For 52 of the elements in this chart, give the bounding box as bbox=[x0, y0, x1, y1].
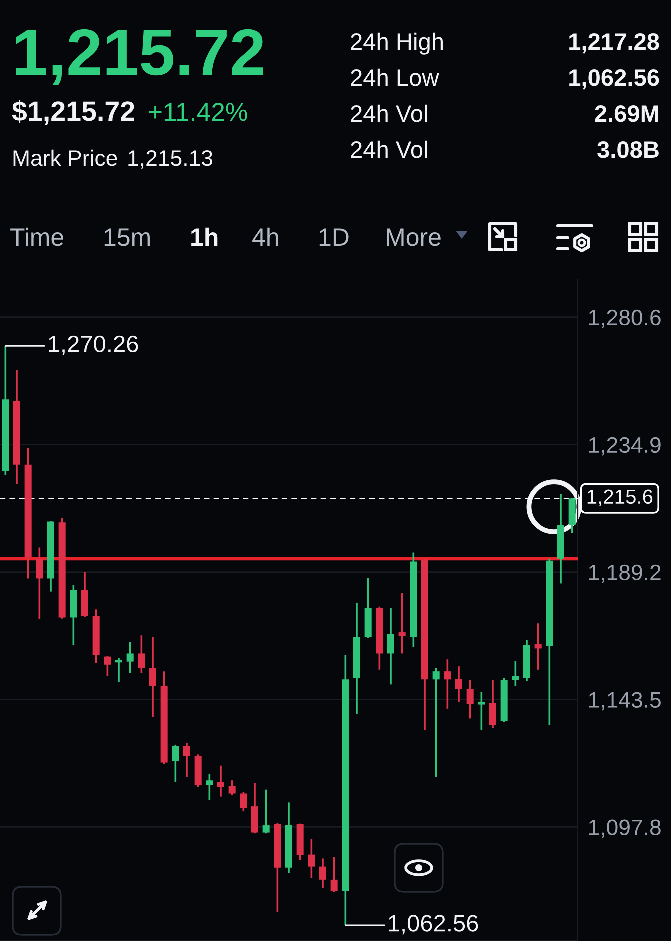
candlestick bbox=[308, 838, 316, 880]
candlestick bbox=[534, 622, 542, 671]
text: 24h Vol bbox=[351, 104, 428, 122]
text: 4h bbox=[252, 228, 278, 246]
candlestick bbox=[240, 791, 248, 812]
text: Mark Price bbox=[14, 150, 118, 166]
text: 24h High bbox=[351, 32, 443, 55]
text: 1,062.56 bbox=[570, 70, 660, 90]
candlestick bbox=[478, 691, 486, 732]
candlestick bbox=[466, 679, 474, 720]
text: More bbox=[387, 228, 441, 246]
y-tick-label: 1,234.9 bbox=[589, 437, 661, 456]
candlestick bbox=[217, 764, 225, 798]
annotation: 1,270.26 bbox=[49, 336, 138, 356]
candlestick bbox=[36, 546, 44, 620]
text: 24h Low bbox=[351, 68, 440, 86]
candlestick bbox=[432, 667, 440, 778]
text: 3.08B bbox=[598, 142, 659, 158]
candlestick bbox=[489, 679, 497, 730]
candlestick bbox=[319, 858, 327, 889]
candlestick bbox=[126, 641, 134, 674]
candlestick bbox=[228, 780, 236, 796]
ref-line-label: 1,215.6 bbox=[588, 490, 653, 506]
candlestick bbox=[104, 655, 112, 678]
text: 2.69M bbox=[595, 106, 658, 122]
text: 24h Vol bbox=[351, 140, 428, 158]
y-tick-label: 1,189.2 bbox=[589, 564, 661, 584]
text: 1,217.28 bbox=[570, 34, 660, 54]
y-tick-label: 1,280.6 bbox=[589, 310, 661, 328]
text: +11.42% bbox=[149, 103, 248, 122]
candlestick bbox=[387, 607, 395, 686]
annotation: 1,062.56 bbox=[389, 915, 478, 935]
candlestick bbox=[398, 592, 406, 655]
candlestick bbox=[206, 773, 214, 802]
text: $1,215.72 bbox=[12, 100, 134, 126]
candlestick bbox=[262, 788, 270, 835]
candlestick bbox=[444, 658, 452, 710]
text: 1D bbox=[320, 228, 349, 246]
text: 15m bbox=[104, 228, 150, 246]
y-tick-label: 1,143.5 bbox=[589, 692, 661, 711]
y-tick-label: 1,097.8 bbox=[589, 820, 661, 838]
candlestick bbox=[115, 658, 123, 684]
candlestick bbox=[455, 666, 463, 704]
candlestick bbox=[330, 856, 338, 894]
candlestick bbox=[149, 636, 157, 718]
candlestick bbox=[183, 742, 191, 778]
candlestick bbox=[172, 744, 180, 784]
text: 1,215.13 bbox=[128, 150, 213, 169]
text: 1,215.72 bbox=[16, 29, 264, 86]
text: 1h bbox=[192, 228, 218, 246]
candlestick bbox=[138, 634, 146, 674]
text: Time bbox=[10, 228, 64, 246]
